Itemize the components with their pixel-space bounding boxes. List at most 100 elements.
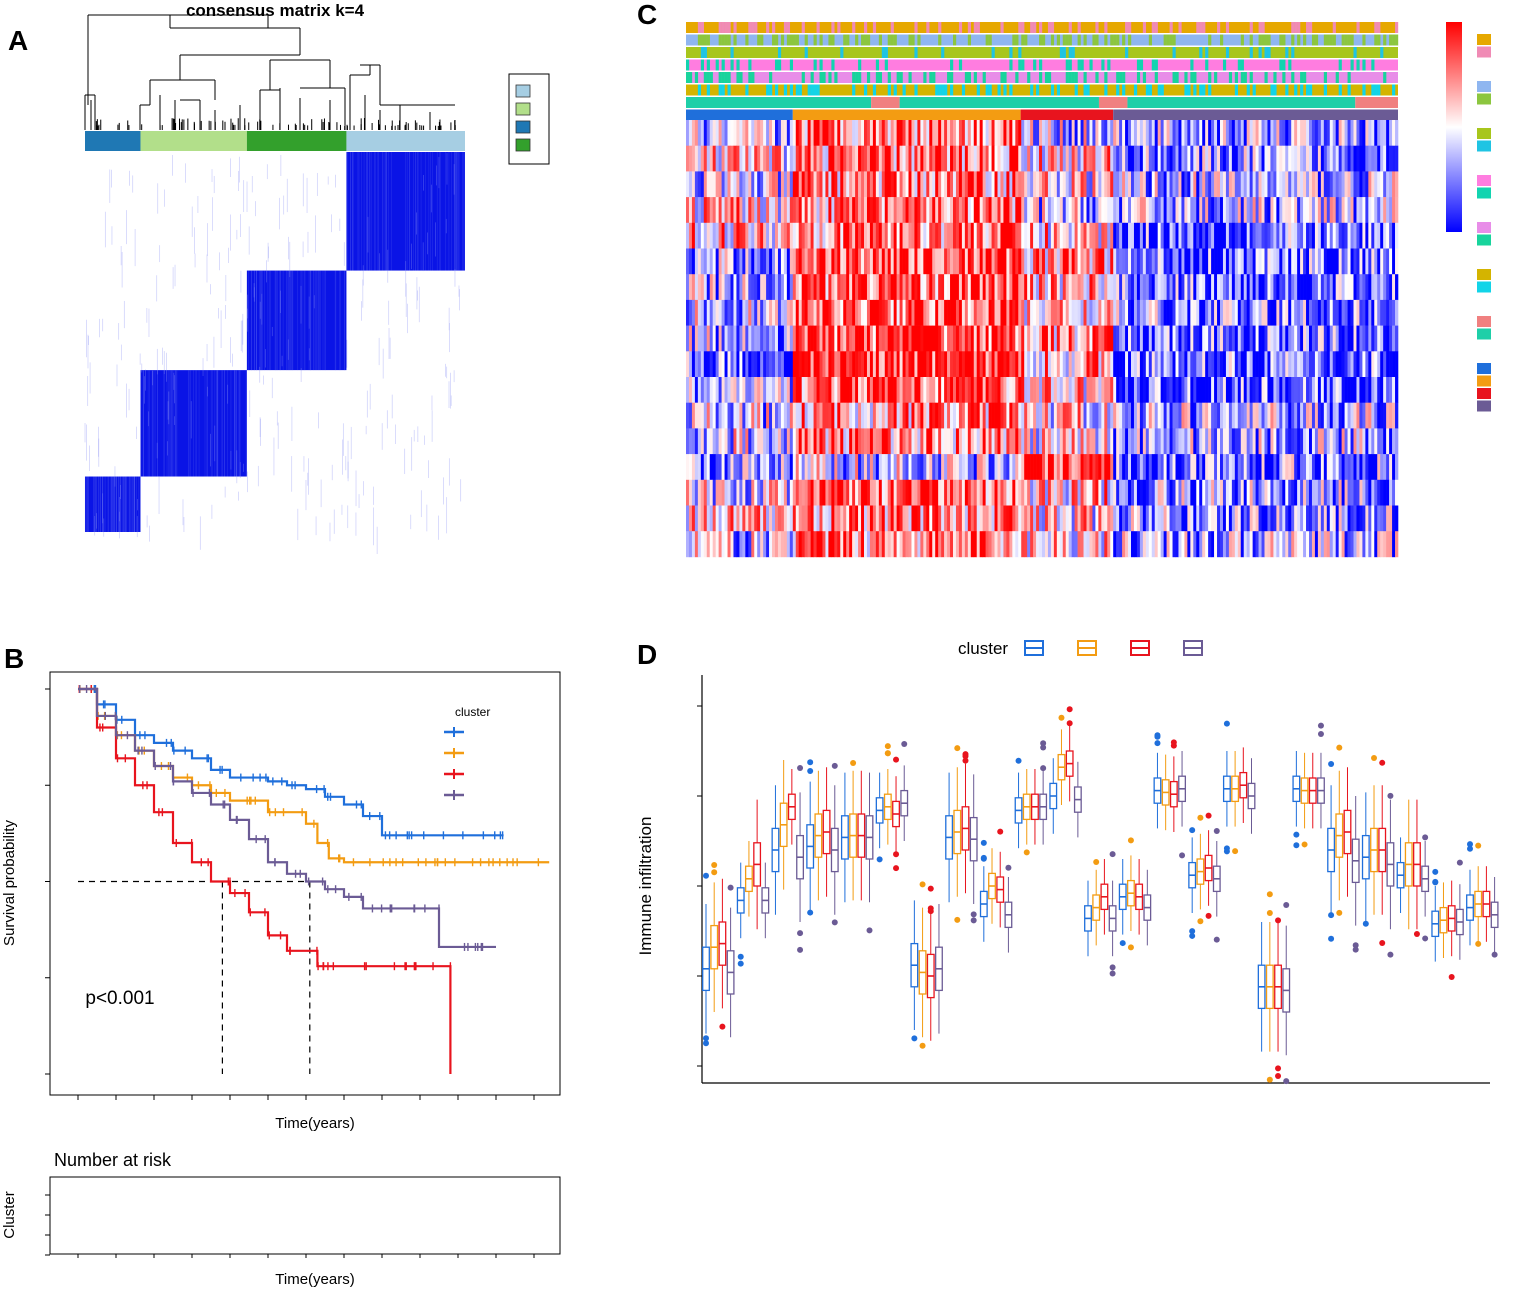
heatmap-cell (1214, 479, 1218, 506)
heatmap-cell (1030, 248, 1034, 275)
consensus-cluster-bar (85, 131, 465, 151)
heatmap-cell (1332, 197, 1336, 224)
heatmap-cell (1131, 351, 1135, 378)
heatmap-cell (967, 197, 972, 224)
heatmap-cell (1246, 479, 1250, 506)
heatmap-cell (686, 171, 690, 198)
annotation-cell (688, 72, 693, 83)
heatmap-cell (706, 145, 711, 172)
risk-table-title: Number at risk (54, 1150, 172, 1170)
heatmap-cell (1101, 197, 1105, 224)
heatmap-cell (1178, 197, 1182, 224)
heatmap-cell (727, 171, 731, 198)
heatmap-cell (1196, 299, 1200, 326)
heatmap-cell (1080, 171, 1084, 198)
heatmap-cell (686, 197, 690, 224)
annotation-cell (1273, 72, 1277, 83)
heatmap-cell (1264, 479, 1268, 506)
heatmap-cell (1059, 479, 1064, 506)
heatmap-cell (1362, 248, 1366, 275)
heatmap-cell (1074, 402, 1078, 429)
heatmap-cell (825, 197, 829, 224)
heatmap-cell (1184, 222, 1188, 249)
heatmap-cell (828, 325, 832, 352)
annotation-cell (777, 47, 782, 58)
heatmap-cell (997, 402, 1001, 429)
heatmap-cell (1190, 274, 1194, 301)
heatmap-cell (840, 402, 844, 429)
heatmap-cell (982, 402, 986, 429)
heatmap-cell (795, 479, 800, 506)
heatmap-cell (783, 351, 788, 378)
heatmap-cell (795, 274, 800, 301)
heatmap-cell (775, 274, 779, 301)
annotation-cell (754, 22, 758, 33)
heatmap-cell (1042, 325, 1046, 352)
heatmap-cell (1107, 248, 1111, 275)
heatmap-cell (1024, 377, 1028, 403)
heatmap-cell (763, 454, 767, 481)
heatmap-cell (926, 351, 930, 378)
annotation-cell (730, 59, 734, 71)
annotation-cell (864, 22, 868, 33)
heatmap-cell (1071, 197, 1075, 224)
heatmap-cell (840, 171, 844, 198)
heatmap-cell (1311, 171, 1316, 198)
heatmap-cell (712, 479, 716, 506)
heatmap-cell (1133, 222, 1138, 249)
heatmap-cell (697, 454, 702, 481)
heatmap-cell (1036, 377, 1040, 403)
heatmap-cell (902, 402, 906, 429)
heatmap-cell (1098, 325, 1102, 352)
heatmap-cell (1214, 454, 1218, 481)
heatmap-cell (813, 274, 817, 301)
annotation-cell (727, 84, 731, 96)
annotation-cell (1347, 72, 1351, 83)
heatmap-cell (1341, 197, 1345, 224)
heatmap-cell (869, 377, 874, 403)
heatmap-cell (1110, 171, 1114, 198)
heatmap-cell (783, 377, 788, 403)
heatmap-cell (1211, 325, 1215, 352)
heatmap-cell (1044, 145, 1049, 172)
heatmap-cell (1062, 120, 1067, 146)
heatmap-cell (1000, 351, 1004, 378)
heatmap-cell (896, 171, 900, 198)
heatmap-cell (1303, 454, 1307, 481)
annotation-cell (1291, 72, 1295, 83)
heatmap-cell (1202, 454, 1206, 481)
heatmap-cell (914, 171, 918, 198)
heatmap-cell (958, 351, 963, 378)
heatmap-cell (864, 325, 868, 352)
heatmap-cell (783, 325, 788, 352)
heatmap-cell (1249, 197, 1253, 224)
heatmap-cell (1080, 145, 1084, 172)
heatmap-cell (795, 145, 800, 172)
heatmap-cell (1080, 248, 1084, 275)
heatmap-cell (1095, 454, 1099, 481)
annotation-cell (929, 72, 933, 83)
heatmap-cell (1273, 197, 1277, 224)
heatmap-cell (932, 222, 936, 249)
heatmap-cell (1276, 120, 1280, 146)
heatmap-cell (1353, 325, 1357, 352)
heatmap-cell (932, 325, 936, 352)
heatmap-cell (1003, 299, 1007, 326)
heatmap-cell (1368, 274, 1372, 301)
heatmap-cell (1003, 145, 1007, 172)
heatmap-cell (1202, 325, 1206, 352)
heatmap-cell (1071, 402, 1075, 429)
heatmap-cell (1003, 248, 1007, 275)
heatmap-cell (855, 222, 859, 249)
heatmap-cell (1208, 402, 1212, 429)
heatmap-cell (1294, 454, 1298, 481)
heatmap-cell (920, 351, 924, 378)
heatmap-cell (1249, 248, 1253, 275)
heatmap-cell (893, 197, 897, 224)
heatmap-cell (973, 197, 978, 224)
heatmap-cell (866, 479, 871, 506)
heatmap-cell (1234, 479, 1239, 506)
heatmap-cell (1270, 197, 1274, 224)
heatmap-cell (985, 222, 989, 249)
heatmap-cell (825, 299, 829, 326)
